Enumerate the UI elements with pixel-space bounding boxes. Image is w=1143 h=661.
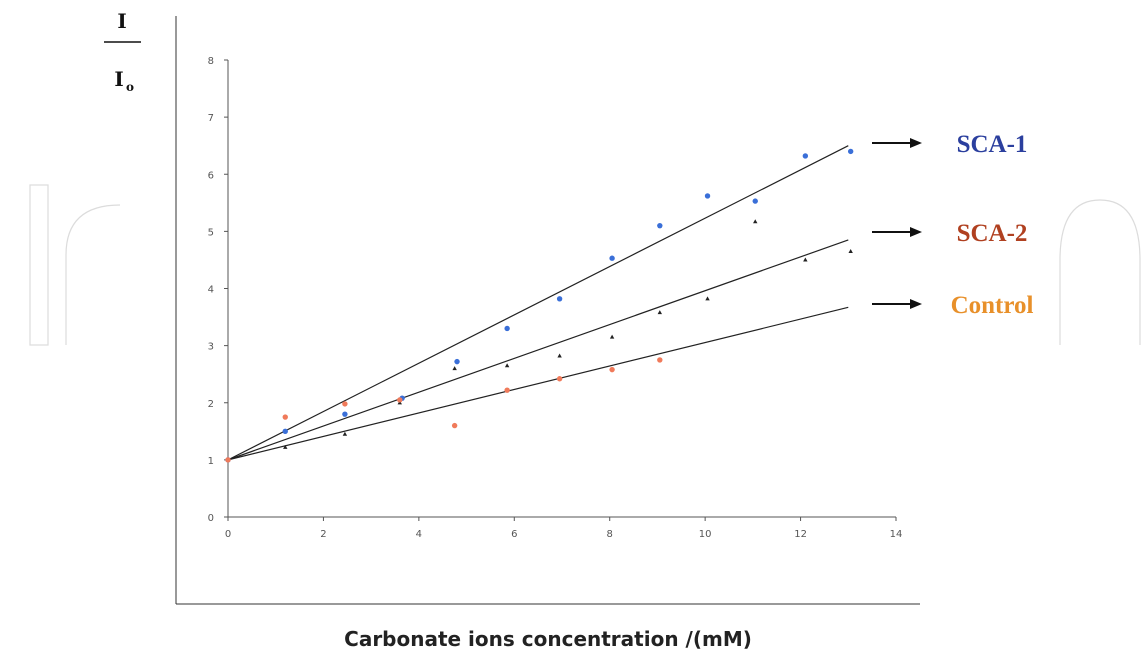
data-point-control bbox=[451, 422, 458, 429]
data-point-sca-2 bbox=[803, 257, 808, 262]
data-point-sca-1 bbox=[504, 325, 510, 332]
data-point-sca-2 bbox=[753, 219, 758, 224]
data-point-sca-2 bbox=[342, 431, 348, 436]
y-tick-label: 0 bbox=[208, 513, 214, 524]
data-point-sca-1 bbox=[342, 411, 348, 417]
fit-lines bbox=[227, 145, 849, 461]
data-point-sca-2 bbox=[557, 353, 562, 358]
x-tick-label: 2 bbox=[320, 529, 326, 540]
data-point-sca-2 bbox=[705, 296, 710, 301]
data-point-sca-1 bbox=[657, 222, 663, 229]
data-point-sca-2 bbox=[283, 444, 288, 449]
data-point-sca-1 bbox=[282, 428, 288, 435]
y-tick-label: 7 bbox=[208, 113, 214, 124]
data-point-sca-2 bbox=[452, 366, 457, 371]
fit-line-control bbox=[227, 306, 849, 461]
x-axis-label: Carbonate ions concentration /(mM) bbox=[344, 627, 752, 651]
data-point-sca-1 bbox=[704, 193, 711, 199]
data-point-control bbox=[282, 414, 288, 420]
fit-line-sca-2 bbox=[227, 239, 849, 461]
arrow-head-sca-2 bbox=[910, 227, 922, 237]
series-label-sca-1: SCA-1 bbox=[957, 131, 1028, 158]
data-point-control bbox=[342, 401, 348, 407]
x-tick-label: 0 bbox=[225, 529, 231, 540]
y-tick-label: 3 bbox=[208, 342, 214, 353]
y-tick-label: 4 bbox=[208, 285, 214, 296]
series-label-control: Control bbox=[951, 292, 1034, 319]
watermark-logo bbox=[29, 184, 1141, 346]
x-tick-label: 8 bbox=[607, 529, 613, 540]
y-tick-label: 2 bbox=[208, 399, 214, 410]
arrow-head-sca-1 bbox=[910, 138, 922, 148]
series-labels: SCA-1 SCA-2 Control bbox=[872, 131, 1033, 319]
x-tick-label: 12 bbox=[794, 529, 807, 540]
data-point-sca-2 bbox=[848, 248, 853, 253]
arrow-head-control bbox=[910, 299, 922, 309]
data-point-sca-2 bbox=[657, 310, 663, 315]
data-point-sca-1 bbox=[802, 153, 809, 159]
y-tick-label: 1 bbox=[208, 456, 214, 467]
data-point-sca-1 bbox=[752, 198, 758, 204]
y-tick-label: 5 bbox=[208, 227, 214, 238]
fit-line-sca-1 bbox=[227, 145, 849, 461]
data-point-control bbox=[657, 357, 663, 363]
data-point-control bbox=[609, 366, 615, 373]
data-point-sca-1 bbox=[609, 255, 615, 261]
data-point-sca-2 bbox=[609, 334, 615, 339]
y-tick-label: 6 bbox=[208, 170, 214, 181]
data-point-control bbox=[504, 387, 510, 393]
x-tick-label: 10 bbox=[699, 529, 712, 540]
data-point-control bbox=[225, 457, 231, 463]
data-point-sca-1 bbox=[847, 148, 854, 155]
ylabel-numerator: I bbox=[117, 9, 126, 33]
data-point-control bbox=[556, 376, 563, 382]
data-point-sca-2 bbox=[504, 363, 510, 368]
data-point-sca-1 bbox=[454, 358, 460, 365]
ylabel-denominator-subscript: o bbox=[126, 80, 134, 94]
ylabel-denominator: I bbox=[114, 67, 123, 91]
data-points bbox=[225, 148, 854, 463]
x-tick-label: 6 bbox=[511, 529, 517, 540]
series-label-sca-2: SCA-2 bbox=[957, 220, 1028, 247]
x-tick-label: 4 bbox=[416, 529, 422, 540]
y-tick-label: 8 bbox=[208, 56, 214, 67]
data-point-control bbox=[397, 397, 403, 403]
x-tick-label: 14 bbox=[890, 529, 903, 540]
data-point-sca-1 bbox=[556, 296, 563, 302]
